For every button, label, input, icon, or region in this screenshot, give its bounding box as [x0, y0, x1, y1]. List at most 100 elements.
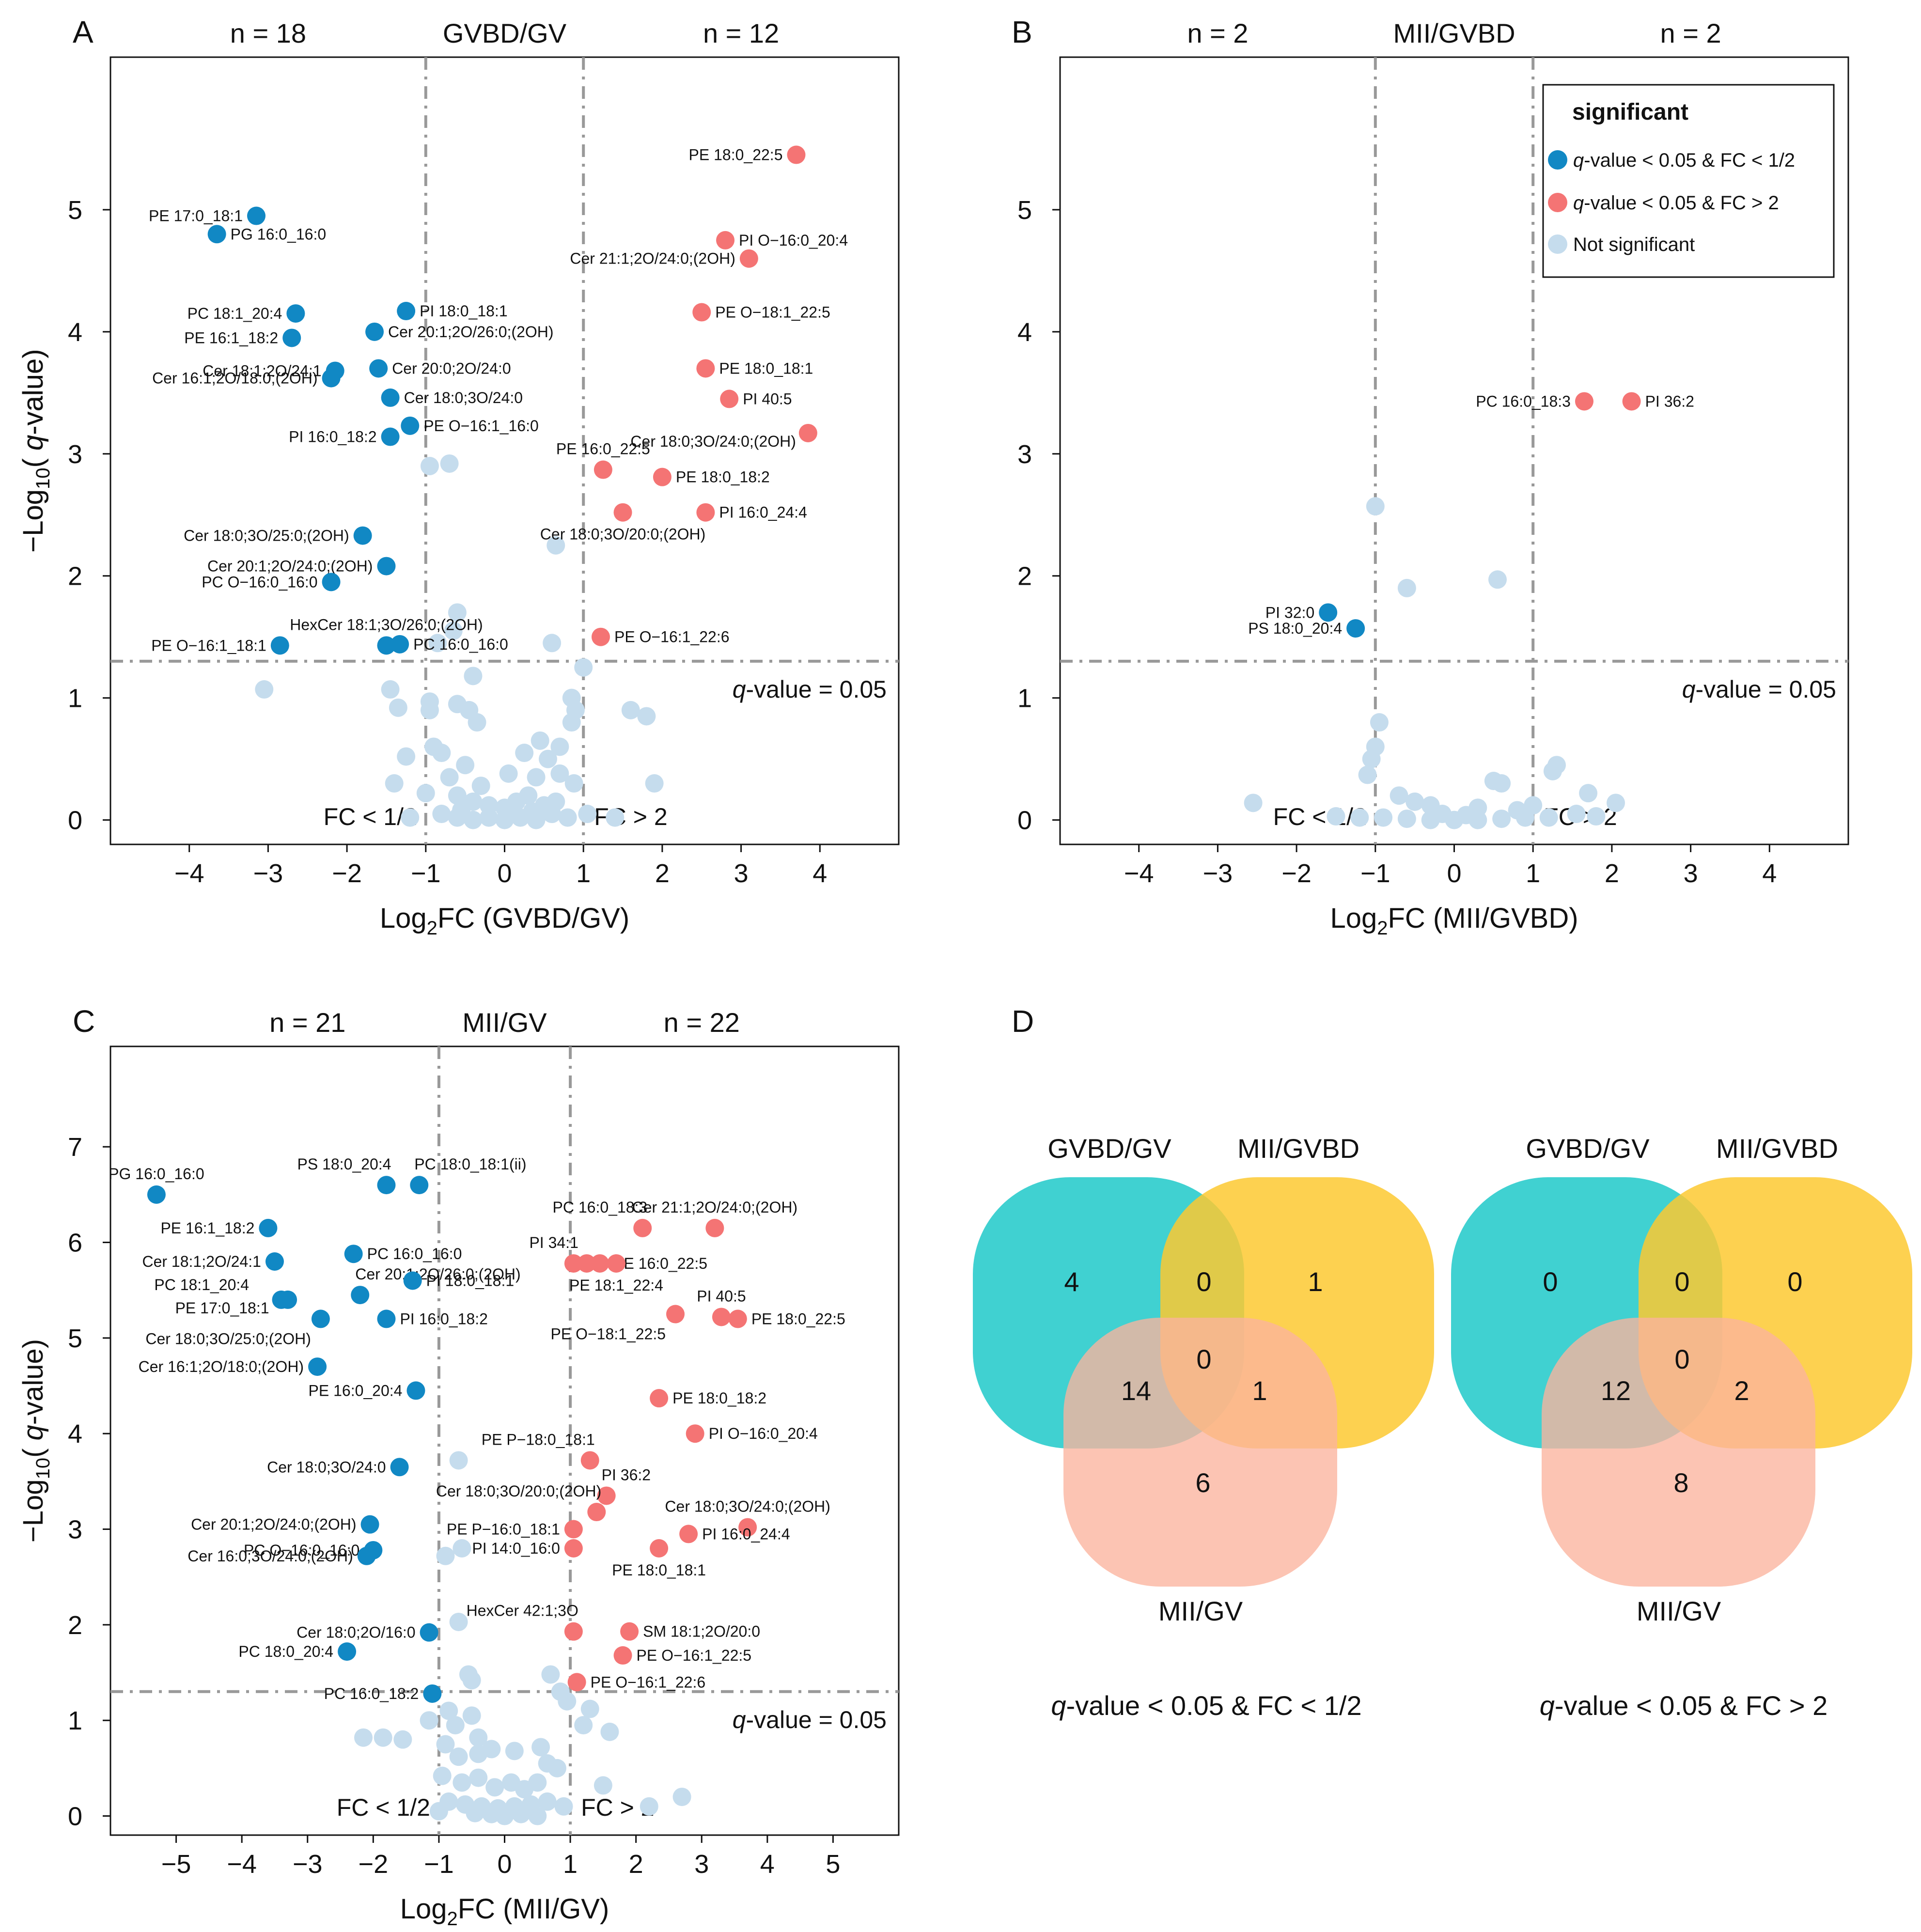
y-tick-label: 2	[1017, 562, 1032, 591]
venn-set-mii-gv	[1542, 1318, 1815, 1587]
point-not-significant	[564, 774, 583, 793]
point-label: Cer 16:1;2O/18:0;(2OH)	[152, 370, 317, 387]
point-not-significant	[499, 764, 518, 783]
point-label: PI 34:1	[529, 1234, 578, 1251]
point-label: SM 18:1;2O/20:0	[643, 1623, 760, 1640]
point-not-significant	[448, 603, 467, 622]
point-not-significant	[547, 536, 565, 555]
legend-dot-down	[1548, 150, 1567, 170]
point-label: PI 16:0_24:4	[702, 1525, 790, 1542]
y-tick-label: 1	[68, 684, 82, 713]
legend-item-down: q-value < 0.05 & FC < 1/2	[1573, 150, 1795, 171]
point-label: PS 18:0_20:4	[297, 1155, 391, 1173]
point-not-significant	[1350, 808, 1369, 827]
x-tick-label: 3	[1684, 859, 1698, 888]
point-pe-16-0-22-5	[593, 460, 612, 479]
panel-letter-d: D	[1012, 1004, 1034, 1039]
x-tick-label: 5	[826, 1850, 840, 1879]
volcano-plot-mii-gvbd: −4 −3 −2 −1 0 1 2 3 4 0 1 2 3 4 5 n = 2 MII/GVBD n = 2 Log…	[17, 18, 1849, 939]
n-down-label: n = 2	[1187, 18, 1248, 48]
point-label: Cer 18:0;3O/24:0	[267, 1458, 386, 1476]
point-not-significant	[1374, 808, 1393, 827]
point-label: PE 17:0_18:1	[149, 207, 243, 225]
point-label: PI 16:0_18:2	[289, 428, 376, 446]
point-not-significant	[439, 1701, 458, 1720]
point-not-significant	[449, 1747, 468, 1766]
point-not-significant	[354, 1728, 373, 1747]
point-not-significant	[420, 456, 439, 475]
point-not-significant	[446, 1716, 465, 1735]
point-not-significant	[527, 768, 546, 787]
x-tick-label: 4	[812, 859, 827, 888]
point-label: Cer 18:0;3O/24:0	[404, 389, 523, 406]
point-label: PE 18:0_18:2	[672, 1389, 766, 1407]
x-tick-label: 0	[1447, 859, 1461, 888]
comparison-title: MII/GV	[462, 1007, 547, 1038]
point-pe-16-1-18-2	[259, 1218, 278, 1237]
point-pg-16-0-16-0	[147, 1185, 166, 1204]
n-up-label: n = 12	[703, 18, 779, 48]
venn-label-mii-gvbd: MII/GVBD	[1716, 1133, 1838, 1164]
point-cer-20-1-2o-26-0-2oh	[365, 322, 384, 341]
point-label: PI 16:0_24:4	[719, 504, 807, 521]
point-not-significant	[453, 1539, 471, 1558]
point-cer-18-1-2o-24-1	[265, 1252, 284, 1271]
point-not-significant	[385, 774, 404, 793]
point-not-significant	[397, 747, 416, 766]
point-label: PI 36:2	[602, 1466, 651, 1483]
point-pc-16-0-18-2	[423, 1684, 442, 1703]
point-not-significant	[381, 680, 400, 699]
venn-label-gvbd-gv: GVBD/GV	[1047, 1133, 1171, 1164]
point-not-significant	[444, 622, 463, 640]
n-up-label: n = 22	[664, 1007, 740, 1038]
point-not-significant	[429, 1802, 448, 1821]
point-label: PC 18:1_20:4	[154, 1276, 249, 1293]
point-label: Cer 16:0;3O/24:0;(2OH)	[187, 1547, 353, 1565]
point-pi-16-0-18-2	[377, 1309, 396, 1328]
venn-count-a-only: 0	[1543, 1266, 1558, 1297]
legend-title: significant	[1572, 99, 1688, 125]
point-not-significant	[432, 805, 451, 824]
x-axis-title: Log2FC (MII/GV)	[400, 1893, 609, 1930]
point-label: Cer 18:0;3O/24:0;(2OH)	[630, 433, 796, 450]
point-not-significant	[1567, 805, 1586, 824]
point-not-significant	[580, 1699, 599, 1718]
point-label: HexCer 42:1;3O	[467, 1602, 578, 1620]
point-cer-20-0-2o-24-0	[369, 359, 388, 378]
x-tick-label: −2	[332, 859, 362, 888]
point-not-significant	[512, 1805, 531, 1823]
point-not-significant	[393, 1730, 412, 1749]
legend-item-up: q-value < 0.05 & FC > 2	[1573, 192, 1779, 214]
x-tick-label: 3	[694, 1850, 709, 1879]
legend: significant q-value < 0.05 & FC < 1/2 q-…	[1542, 84, 1835, 278]
point-label: PE 17:0_18:1	[175, 1299, 269, 1317]
x-tick-label: 2	[1605, 859, 1619, 888]
point-pe-18-0-22-5	[728, 1309, 747, 1328]
x-tick-label: 4	[1762, 859, 1777, 888]
point-not-significant	[440, 454, 459, 473]
point-label: PC 16:0_18:3	[553, 1199, 648, 1216]
venn-count-c-only: 8	[1673, 1467, 1688, 1498]
x-tick-label: 4	[760, 1850, 775, 1879]
y-tick-label: 0	[1017, 806, 1032, 835]
point-not-significant	[600, 1722, 619, 1741]
point-not-significant	[468, 713, 486, 732]
point-label: Cer 20:1;2O/24:0;(2OH)	[191, 1516, 356, 1533]
point-not-significant	[1362, 749, 1381, 768]
point-not-significant	[1515, 808, 1534, 827]
point-label: PE 16:0_20:4	[309, 1382, 403, 1399]
y-axis-title: −Log10( q-value)	[17, 349, 54, 552]
point-label: PC 18:0_20:4	[238, 1643, 333, 1660]
point-not-significant	[503, 803, 522, 822]
point-not-significant	[528, 1773, 547, 1792]
point-not-significant	[1492, 774, 1511, 793]
venn-count-ab: 0	[1674, 1266, 1689, 1297]
point-not-significant	[449, 1612, 468, 1631]
point-not-significant	[374, 1728, 392, 1747]
x-tick-label: 3	[734, 859, 749, 888]
point-label: PE O−18:1_22:5	[715, 304, 830, 321]
point-not-significant	[1488, 570, 1507, 589]
point-pe-18-0-18-1	[696, 359, 715, 378]
point-pi-40-5	[712, 1308, 731, 1326]
point-pi-16-0-24-4	[679, 1525, 698, 1543]
